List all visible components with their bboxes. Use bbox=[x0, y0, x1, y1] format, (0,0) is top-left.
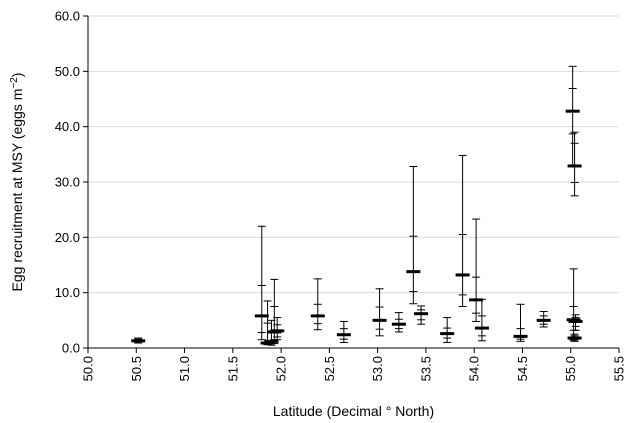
data-point bbox=[513, 303, 528, 342]
x-tick-label: 55.0 bbox=[563, 356, 578, 381]
y-tick-label: 50.0 bbox=[55, 64, 80, 79]
x-tick-label: 54.0 bbox=[467, 356, 482, 381]
data-point bbox=[455, 154, 470, 307]
data-point bbox=[567, 333, 582, 342]
x-tick-label: 53.5 bbox=[418, 356, 433, 381]
y-axis-title-close: ) bbox=[9, 73, 25, 78]
data-point bbox=[267, 278, 282, 345]
data-point bbox=[336, 320, 351, 343]
x-tick-label: 51.0 bbox=[177, 356, 192, 381]
y-axis-title: Egg recruitment at MSY (eggs m−2) bbox=[9, 73, 26, 292]
data-point bbox=[414, 305, 429, 325]
data-point bbox=[474, 298, 489, 342]
y-tick-label: 60.0 bbox=[55, 9, 80, 24]
data-point bbox=[391, 312, 406, 333]
y-axis-title-superscript: −2 bbox=[9, 77, 20, 89]
data-point bbox=[270, 317, 285, 341]
x-tick-label: 50.5 bbox=[129, 356, 144, 381]
x-tick-label: 54.5 bbox=[515, 356, 530, 381]
data-point bbox=[372, 288, 387, 337]
data-point bbox=[254, 225, 269, 341]
data-point bbox=[310, 278, 325, 331]
y-tick-label: 0.0 bbox=[62, 341, 80, 356]
y-axis-title-main: Egg recruitment at MSY (eggs m bbox=[9, 89, 25, 292]
data-point bbox=[567, 131, 582, 197]
data-point bbox=[469, 218, 484, 322]
data-point bbox=[565, 65, 580, 166]
y-tick-label: 10.0 bbox=[55, 285, 80, 300]
x-axis-ticks: 50.0 50.5 51.0 51.5 52.0 52.5 53.0 53.5 54.0 54.5… bbox=[81, 348, 627, 381]
x-tick-label: 53.0 bbox=[370, 356, 385, 381]
data-point bbox=[131, 337, 146, 344]
y-tick-label: 40.0 bbox=[55, 119, 80, 134]
x-tick-label: 51.5 bbox=[225, 356, 240, 381]
data-point bbox=[536, 310, 551, 328]
x-tick-label: 55.5 bbox=[612, 356, 627, 381]
data-point bbox=[440, 317, 455, 343]
x-tick-label: 52.0 bbox=[274, 356, 289, 381]
data-point bbox=[568, 314, 583, 331]
x-axis-title: Latitude (Decimal ° North) bbox=[273, 403, 434, 419]
y-tick-label: 30.0 bbox=[55, 175, 80, 190]
y-tick-label: 20.0 bbox=[55, 230, 80, 245]
data-points bbox=[131, 65, 583, 346]
x-tick-label: 52.5 bbox=[322, 356, 337, 381]
x-tick-label: 50.0 bbox=[81, 356, 96, 381]
data-point bbox=[566, 268, 581, 341]
data-point bbox=[260, 300, 275, 346]
y-axis-ticks: 0.0 10.0 20.0 30.0 40.0 50.0 60.0 bbox=[55, 9, 88, 356]
data-point bbox=[406, 166, 421, 305]
gridlines bbox=[88, 15, 619, 294]
